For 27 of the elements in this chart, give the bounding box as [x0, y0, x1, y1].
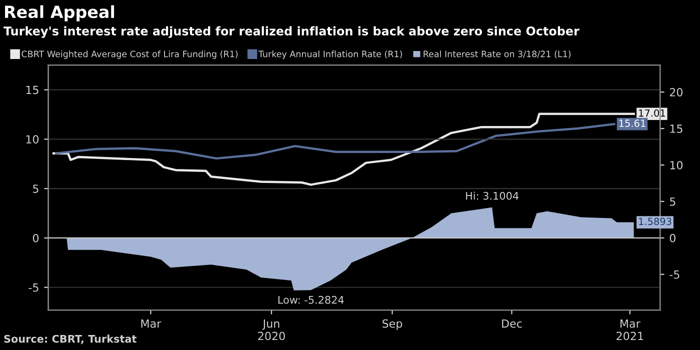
legend-label: Turkey Annual Inflation Rate (R1) [258, 50, 402, 59]
data-label: 17.01 [639, 109, 665, 117]
legend-label: CBRT Weighted Average Cost of Lira Funding (R1) [22, 50, 238, 59]
annotation: Low: -5.2824 [278, 296, 344, 304]
y2-tick-label: 15 [670, 124, 682, 133]
x-tick-label: Sep [382, 319, 402, 330]
x-tick-label: Dec [502, 319, 522, 328]
x-tick-label: Jun 2020 [258, 319, 285, 340]
chart-title: Real Appeal [5, 5, 114, 22]
y2-tick-label: 10 [670, 160, 683, 170]
y-tick-label: 10 [26, 135, 39, 144]
y-tick-label: -5 [28, 284, 38, 292]
y2-tick-label: 0 [670, 234, 676, 242]
data-label: 1.5893 [639, 218, 672, 226]
legend-label: Real Interest Rate on 3/18/21 (L1) [424, 50, 571, 58]
y2-tick-label: 20 [670, 88, 683, 96]
y-tick-label: 15 [26, 86, 38, 94]
chart-subtitle: Turkey's interest rate adjusted for realized inflation is back above zero since October [4, 26, 580, 38]
x-tick-label: Mar [141, 319, 162, 328]
y2-tick-label: 5 [670, 198, 676, 206]
annotation: Hi: 3.1004 [466, 192, 518, 200]
source-note: Source: CBRT, Turkstat [4, 334, 136, 344]
y-tick-label: 5 [33, 184, 38, 193]
x-tick-label: Mar 2021 [616, 319, 644, 340]
y2-tick-label: -5 [670, 270, 680, 279]
data-label: 15.61 [619, 120, 646, 127]
y-tick-label: 0 [32, 234, 39, 242]
